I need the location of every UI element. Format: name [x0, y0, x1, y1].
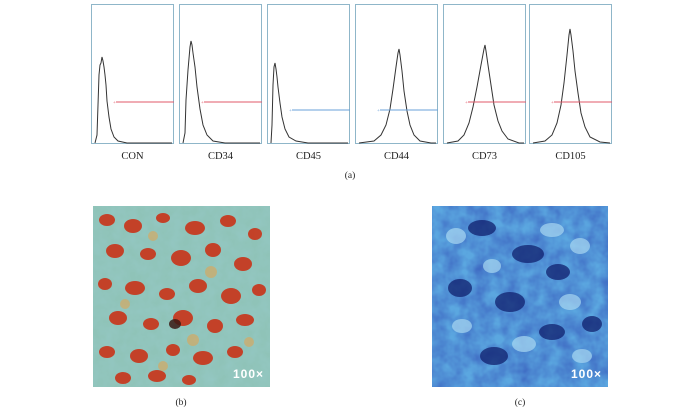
- histogram-cd44: +: [355, 4, 438, 144]
- histogram-label-cd44: CD44: [383, 151, 410, 162]
- panel-c-label: (c): [514, 398, 526, 408]
- histogram-label-cd45: CD45: [295, 151, 322, 162]
- histogram-cd34: +: [179, 4, 262, 144]
- panel-b-label: (b): [175, 398, 187, 408]
- svg-text:+: +: [377, 109, 380, 114]
- svg-text:+: +: [113, 101, 116, 106]
- panel-b-magnification: 100×: [232, 367, 264, 381]
- histogram-label-cd105: CD105: [555, 151, 586, 162]
- flow-cytometry-panel: + CON + CD34 + CD45 + CD44 +: [0, 0, 700, 162]
- histogram-con-plot: +: [94, 56, 174, 144]
- svg-text:+: +: [465, 101, 468, 106]
- histogram-label-cd73: CD73: [471, 151, 498, 162]
- histogram-con: +: [91, 4, 174, 144]
- blue-stain-image: [432, 206, 608, 387]
- histogram-cd34-plot: +: [182, 40, 262, 144]
- svg-text:+: +: [289, 109, 292, 114]
- histogram-label-con: CON: [121, 151, 144, 162]
- histogram-cd45: +: [267, 4, 350, 144]
- histogram-cd73-plot: +: [446, 44, 526, 144]
- histogram-cd45-plot: +: [270, 62, 350, 144]
- oil-red-image: [93, 206, 270, 387]
- histogram-label-cd34: CD34: [207, 151, 234, 162]
- blue-stain-micrograph: 100×: [432, 206, 608, 387]
- panel-c-magnification: 100×: [570, 367, 602, 381]
- svg-text:+: +: [201, 101, 204, 106]
- histogram-cd105-plot: +: [532, 28, 612, 144]
- histogram-cd73: +: [443, 4, 526, 144]
- oil-red-micrograph: 100×: [93, 206, 270, 387]
- histogram-cd105: +: [529, 4, 612, 144]
- svg-text:+: +: [551, 101, 554, 106]
- panel-a-label: (a): [344, 171, 356, 181]
- histogram-cd44-plot: +: [358, 48, 438, 144]
